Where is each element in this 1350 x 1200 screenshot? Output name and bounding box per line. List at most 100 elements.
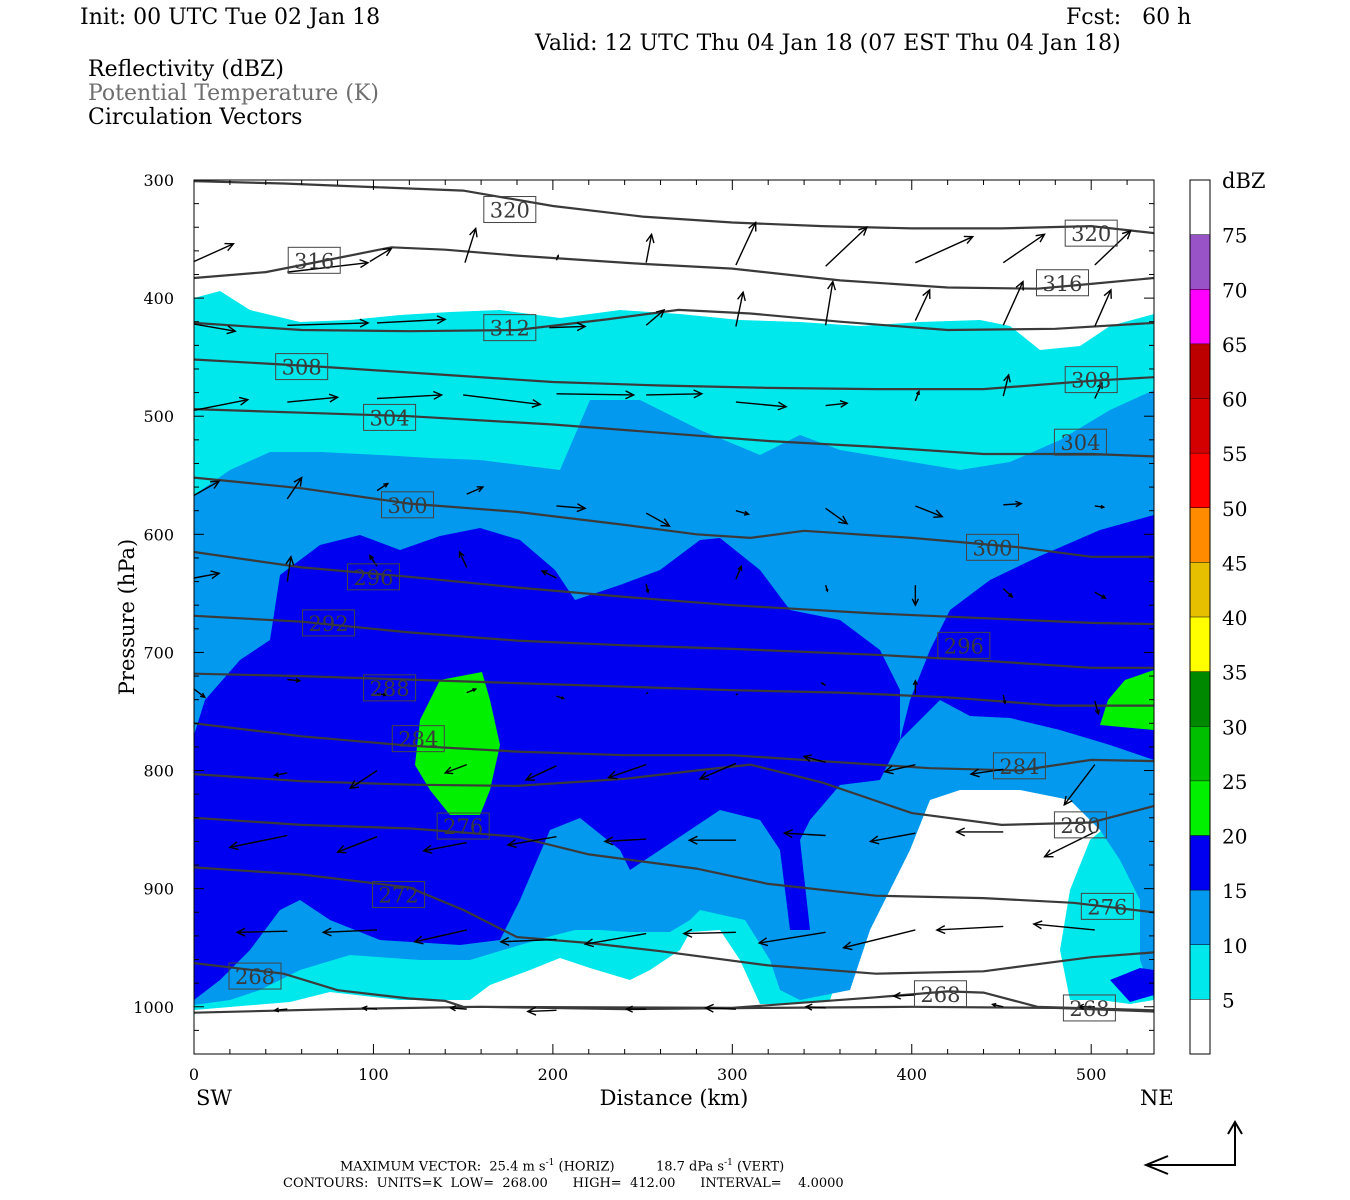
circulation-vector: [273, 1007, 288, 1013]
theta-label: 320: [490, 199, 530, 223]
vert-exponent: -1: [724, 1158, 733, 1168]
circulation-vector: [1094, 288, 1112, 327]
theta-label-box: [381, 491, 435, 519]
circulation-vector: [555, 254, 560, 261]
colorbar-label: 60: [1222, 388, 1247, 412]
circulation-vector: [194, 688, 207, 699]
theta-contour-labels: 3203203163163123083083043043003002962962…: [228, 196, 1134, 1022]
theta-label: 312: [490, 317, 530, 341]
circulation-vector: [802, 754, 826, 763]
circulation-vector: [194, 323, 237, 335]
circulation-vector: [911, 585, 920, 607]
theta-label-box: [436, 812, 490, 840]
colorbar-swatch: [1190, 234, 1210, 290]
circulation-vector: [782, 829, 826, 839]
x-tick-label: 300: [717, 1065, 748, 1084]
theta-line-304-4: [194, 408, 1154, 458]
colorbar-swatch: [1190, 671, 1210, 727]
theta-line-268-13: [194, 962, 1154, 1012]
theta-label: 308: [282, 356, 322, 380]
theta-label-box: [363, 674, 417, 702]
theta-line-300-5: [194, 476, 1154, 558]
theta-label-box: [1035, 269, 1089, 297]
circulation-vector: [194, 1011, 195, 1013]
dbz-20-area-left: [415, 672, 500, 815]
colorbar-label: 10: [1222, 934, 1247, 958]
circulation-vector: [466, 688, 478, 694]
theta-label-box: [1064, 219, 1118, 247]
circulation-vector: [458, 550, 468, 568]
circulation-vector: [422, 841, 467, 854]
circulation-vector: [194, 836, 195, 838]
theta-label: 268: [1069, 997, 1109, 1021]
circulation-vector: [1077, 1003, 1095, 1010]
theta-label-box: [1053, 428, 1107, 456]
circulation-vector: [646, 389, 704, 399]
horiz-suffix: (HORIZ): [554, 1159, 615, 1175]
y-tick-label: 700: [143, 643, 174, 662]
circulation-vector: [912, 679, 918, 694]
y-tick-label: 600: [143, 525, 174, 544]
colorbar-label: 5: [1222, 988, 1235, 1012]
circulation-vector: [645, 308, 666, 326]
circulation-vector: [842, 929, 916, 951]
theta-label: 300: [387, 494, 427, 518]
dbz-20-area-mid: [1110, 968, 1154, 1002]
circulation-vector: [499, 936, 557, 947]
theta-label: 300: [972, 536, 1012, 560]
theta-line-316-1: [194, 246, 1154, 290]
axes: 300 400 500 600 700 800 900 1000 0 100 200 300 400 50…: [133, 171, 1154, 1084]
theta-label-box: [1053, 811, 1107, 839]
circulation-vector: [825, 507, 849, 525]
circulation-vector: [194, 779, 195, 781]
circulation-vector: [1043, 831, 1096, 858]
circulation-vector: [914, 389, 920, 402]
circulation-vector: [915, 235, 975, 264]
circulation-vector: [194, 396, 250, 411]
circulation-vector: [735, 290, 746, 327]
circulation-vector: [735, 693, 739, 696]
theta-label-box: [302, 609, 356, 637]
theta-label-box: [913, 980, 967, 1008]
x-tick-label: 100: [358, 1065, 389, 1084]
circulation-vector: [336, 836, 378, 854]
colorbar-unit: dBZ: [1222, 169, 1265, 193]
colorbar-label: 40: [1222, 606, 1247, 630]
theta-label: 304: [370, 406, 410, 430]
theta-line-surface-14: [194, 1005, 1154, 1014]
circulation-vector: [194, 242, 235, 263]
theta-label: 308: [1071, 369, 1111, 393]
forecast-hour: Fcst: 60 h: [1066, 5, 1192, 30]
y-tick-label: 400: [143, 289, 174, 308]
y-axis-label: Pressure (hPa): [115, 539, 139, 695]
circulation-vector: [1002, 280, 1024, 326]
theta-label-box: [228, 962, 282, 990]
circulation-vector: [376, 390, 444, 400]
colorbar-label: 70: [1222, 278, 1247, 302]
colorbar-label: 35: [1222, 661, 1247, 685]
theta-label: 304: [1060, 431, 1100, 455]
colorbar-label: 65: [1222, 333, 1247, 357]
horiz-exponent: -1: [545, 1158, 555, 1168]
circulation-vector: [194, 931, 195, 932]
circulation-vector: [448, 1005, 467, 1012]
theta-label: 288: [370, 677, 410, 701]
valid-time: Valid: 12 UTC Thu 04 Jan 18 (07 EST Thu …: [535, 31, 1121, 56]
colorbar-swatch: [1190, 453, 1210, 508]
circulation-vector: [824, 584, 829, 593]
circulation-vector: [645, 583, 650, 594]
circulation-vector: [645, 692, 649, 695]
theta-label-box: [363, 403, 417, 431]
circulation-vector: [1002, 233, 1046, 264]
circulation-vector: [194, 570, 221, 580]
theta-line-320-0: [194, 180, 1154, 235]
theta-label-box: [275, 353, 329, 381]
endpoint-left: SW: [196, 1086, 232, 1110]
theta-label: 296: [353, 566, 393, 590]
colorbar-label: 75: [1222, 224, 1247, 248]
y-tick-label: 500: [143, 407, 174, 426]
theta-label-box: [1062, 994, 1116, 1022]
circulation-vectors: [194, 221, 1132, 1016]
x-tick-label: 400: [896, 1065, 927, 1084]
colorbar-label: 20: [1222, 825, 1247, 849]
